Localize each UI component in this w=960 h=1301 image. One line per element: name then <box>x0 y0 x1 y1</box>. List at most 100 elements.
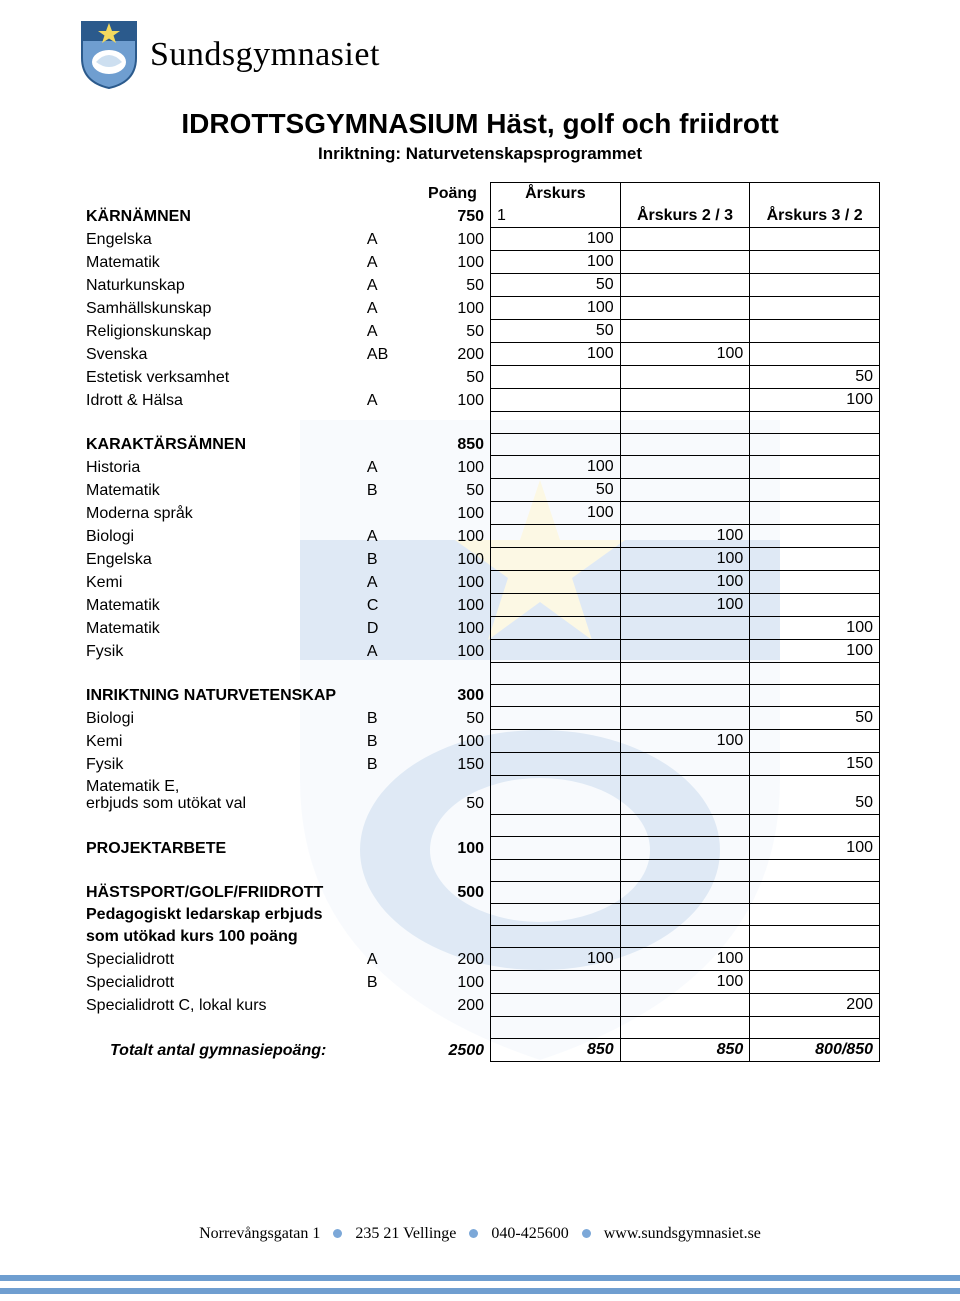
year2-cell <box>620 707 750 730</box>
year2-cell <box>620 640 750 663</box>
points-cell: 100 <box>415 228 491 251</box>
year2-cell: 100 <box>620 730 750 753</box>
grade-cell <box>361 994 415 1017</box>
subject-cell: Religionskunskap <box>80 320 361 343</box>
grade-cell: A <box>361 640 415 663</box>
curriculum-table: Poäng Årskurs Årskurs 2 / 3 Årskurs 3 / … <box>80 182 880 1062</box>
year3-cell <box>750 251 880 274</box>
table-row: BiologiA100100 <box>80 525 880 548</box>
year1-cell: 100 <box>491 948 621 971</box>
grade-cell <box>361 366 415 389</box>
year2-cell: 100 <box>620 594 750 617</box>
year2-cell <box>620 297 750 320</box>
year1-cell <box>491 994 621 1017</box>
year1-cell: 100 <box>491 251 621 274</box>
year3-cell <box>750 456 880 479</box>
year2-cell: 100 <box>620 525 750 548</box>
table-row: Idrott & HälsaA100100 <box>80 389 880 412</box>
year3-cell <box>750 594 880 617</box>
points-cell: 150 <box>415 753 491 776</box>
year3-cell: 100 <box>750 640 880 663</box>
sport-note-row: som utökad kurs 100 poäng <box>80 926 880 948</box>
year1-cell <box>491 548 621 571</box>
year1-cell: 50 <box>491 479 621 502</box>
subject-cell: Kemi <box>80 571 361 594</box>
year1-cell <box>491 707 621 730</box>
year2-cell <box>620 366 750 389</box>
footer-url: www.sundsgymnasiet.se <box>604 1225 761 1242</box>
grade-cell: AB <box>361 343 415 366</box>
subject-cell: Specialidrott <box>80 971 361 994</box>
grade-cell: B <box>361 730 415 753</box>
section-karaktar: KARAKTÄRSÄMNEN 850 <box>80 434 880 456</box>
table-row: BiologiB5050 <box>80 707 880 730</box>
year3-cell: 50 <box>750 707 880 730</box>
table-row: Moderna språk100100 <box>80 502 880 525</box>
subject-cell: Historia <box>80 456 361 479</box>
year2-cell <box>620 617 750 640</box>
points-cell: 100 <box>415 617 491 640</box>
year3-cell <box>750 228 880 251</box>
table-row: ReligionskunskapA5050 <box>80 320 880 343</box>
grade-cell: B <box>361 971 415 994</box>
subject-cell: Specialidrott C, lokal kurs <box>80 994 361 1017</box>
grade-cell: D <box>361 617 415 640</box>
year2-cell: 100 <box>620 971 750 994</box>
year3-cell <box>750 525 880 548</box>
year1-cell <box>491 753 621 776</box>
year3-header: Årskurs 3 / 2 <box>750 183 880 228</box>
year1-cell <box>491 366 621 389</box>
points-cell: 100 <box>415 594 491 617</box>
grade-cell: A <box>361 297 415 320</box>
footer: Norrevångsgatan 1 235 21 Vellinge 040-42… <box>0 1225 960 1243</box>
year1-cell <box>491 640 621 663</box>
year3-cell <box>750 343 880 366</box>
subject-cell: Matematik <box>80 251 361 274</box>
subject-cell: Fysik <box>80 753 361 776</box>
grade-cell: C <box>361 594 415 617</box>
table-row: Estetisk verksamhet5050 <box>80 366 880 389</box>
points-cell: 100 <box>415 525 491 548</box>
footer-phone: 040-425600 <box>491 1225 568 1242</box>
grade-cell: A <box>361 456 415 479</box>
points-cell: 50 <box>415 707 491 730</box>
grade-cell: A <box>361 525 415 548</box>
year1-cell: 100 <box>491 456 621 479</box>
year3-cell <box>750 730 880 753</box>
table-row: SvenskaAB200100100 <box>80 343 880 366</box>
year1-cell <box>491 617 621 640</box>
page-title: IDROTTSGYMNASIUM Häst, golf och friidrot… <box>80 108 880 140</box>
points-cell: 50 <box>415 479 491 502</box>
points-cell: 100 <box>415 548 491 571</box>
section-projekt: PROJEKTARBETE 100 100 <box>80 837 880 860</box>
points-cell: 100 <box>415 502 491 525</box>
year2-header: Årskurs 2 / 3 <box>620 183 750 228</box>
subject-cell: Biologi <box>80 525 361 548</box>
year2-cell: 100 <box>620 548 750 571</box>
school-logo <box>80 20 138 90</box>
table-row: Specialidrott C, lokal kurs200200 <box>80 994 880 1017</box>
table-row: FysikA100100 <box>80 640 880 663</box>
subject-cell: Svenska <box>80 343 361 366</box>
totals-row: Totalt antal gymnasiepoäng: 2500 850 850… <box>80 1039 880 1062</box>
sport-note-row: Pedagogiskt ledarskap erbjuds <box>80 904 880 926</box>
subject-cell: Matematik <box>80 479 361 502</box>
footer-zip: 235 21 Vellinge <box>355 1225 456 1242</box>
year2-cell <box>620 456 750 479</box>
points-header: Poäng <box>415 183 491 206</box>
year3-cell <box>750 571 880 594</box>
grade-cell: A <box>361 274 415 297</box>
points-cell: 200 <box>415 948 491 971</box>
grade-cell: A <box>361 948 415 971</box>
points-cell: 200 <box>415 343 491 366</box>
year2-cell: 100 <box>620 343 750 366</box>
subject-cell: Fysik <box>80 640 361 663</box>
year1-cell <box>491 389 621 412</box>
table-row: SamhällskunskapA100100 <box>80 297 880 320</box>
points-cell: 200 <box>415 994 491 1017</box>
footer-stripes <box>0 1275 960 1301</box>
year3-cell <box>750 502 880 525</box>
grade-cell: B <box>361 753 415 776</box>
points-cell: 50 <box>415 274 491 297</box>
points-cell: 100 <box>415 640 491 663</box>
